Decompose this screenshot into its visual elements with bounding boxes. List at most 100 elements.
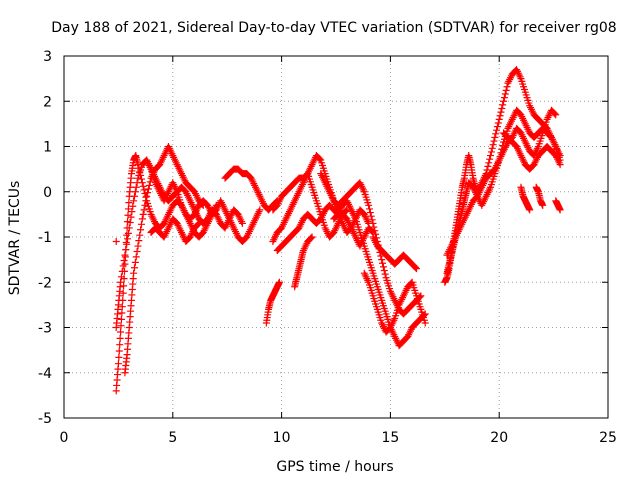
data-point [552,111,560,119]
data-point [556,161,564,169]
data-point [126,219,134,227]
data-point [275,278,283,286]
chart-title: Day 188 of 2021, Sidereal Day-to-day VTE… [51,20,616,36]
data-point [366,205,374,213]
data-point [127,213,135,221]
data-point [117,322,125,330]
data-point [491,133,499,141]
x-tick-label: 15 [381,430,399,446]
y-tick-label: 3 [43,49,52,65]
data-point [342,207,350,215]
data-point [124,235,132,243]
data-point [494,119,502,127]
data-point [123,240,131,248]
data-point [308,233,316,241]
series-track-d [138,156,264,246]
data-point [496,112,504,120]
data-point [367,212,375,220]
data-point [495,115,503,123]
y-tick-label: -4 [38,366,52,382]
data-point [484,162,492,170]
data-point [490,137,498,145]
data-point [115,353,123,361]
axis-ticks: 0 5 10 15 20 25 -5 -4 -3 -2 -1 0 1 2 3 [38,49,617,446]
data-point [492,130,500,138]
data-point [369,219,377,227]
data-point [133,247,141,255]
series-track-n [360,269,429,336]
data-point [133,179,141,187]
series-track-g [262,278,283,327]
data-point [371,227,379,235]
y-tick-label: -3 [38,321,52,337]
data-point [379,263,387,271]
data-point [144,185,152,193]
data-point [131,188,139,196]
data-point [486,152,494,160]
series-track-k [291,233,316,291]
data-point [140,206,148,214]
y-axis-label: SDTVAR / TECUs [7,181,23,296]
data-point [136,231,144,239]
y-tick-label: -1 [38,230,52,246]
data-point [413,265,421,273]
data-point [145,181,153,189]
series-track-v [552,197,564,214]
data-point [483,166,491,174]
data-point [485,159,493,167]
data-point [501,90,509,98]
series-track-e [147,215,203,246]
data-point [486,155,494,163]
y-tick-label: 2 [43,94,52,110]
data-point [551,110,559,118]
data-point [143,192,151,200]
data-point [120,282,128,290]
data-point [137,220,145,228]
data-point [499,101,507,109]
data-point [556,206,564,214]
data-point [370,223,378,231]
data-point [130,269,138,277]
data-point [412,264,420,272]
data-point [122,246,130,254]
data-point [142,197,150,205]
data-point [497,108,505,116]
data-point [316,155,324,163]
data-point [135,237,143,245]
data-point [139,210,147,218]
data-point [503,83,511,91]
series-track-i [269,170,377,250]
data-point [146,178,154,186]
data-point [137,226,145,234]
data-point [137,175,145,183]
data-point [117,328,125,336]
data-point [380,266,388,274]
x-axis-label: GPS time / hours [276,459,393,475]
data-point [117,278,125,286]
data-point [238,219,246,227]
x-tick-label: 0 [60,430,69,446]
y-tick-label: -5 [38,411,52,427]
data-point [500,97,508,105]
data-point [421,319,429,327]
data-point [489,141,497,149]
x-tick-label: 10 [273,430,291,446]
data-point [381,270,389,278]
y-tick-label: 1 [43,140,52,156]
data-point [526,206,534,214]
data-point [141,201,149,209]
data-point [112,238,120,246]
series-track-t [517,183,534,214]
x-tick-label: 25 [599,430,617,446]
data-point [134,242,142,250]
series-track-u [532,183,547,209]
data-point [115,347,123,355]
data-point [114,360,122,368]
data-point [116,334,124,342]
data-point [118,267,126,275]
data-point [117,315,125,323]
x-tick-label: 20 [490,430,508,446]
data-point [379,259,387,267]
plot-frame [63,55,609,419]
